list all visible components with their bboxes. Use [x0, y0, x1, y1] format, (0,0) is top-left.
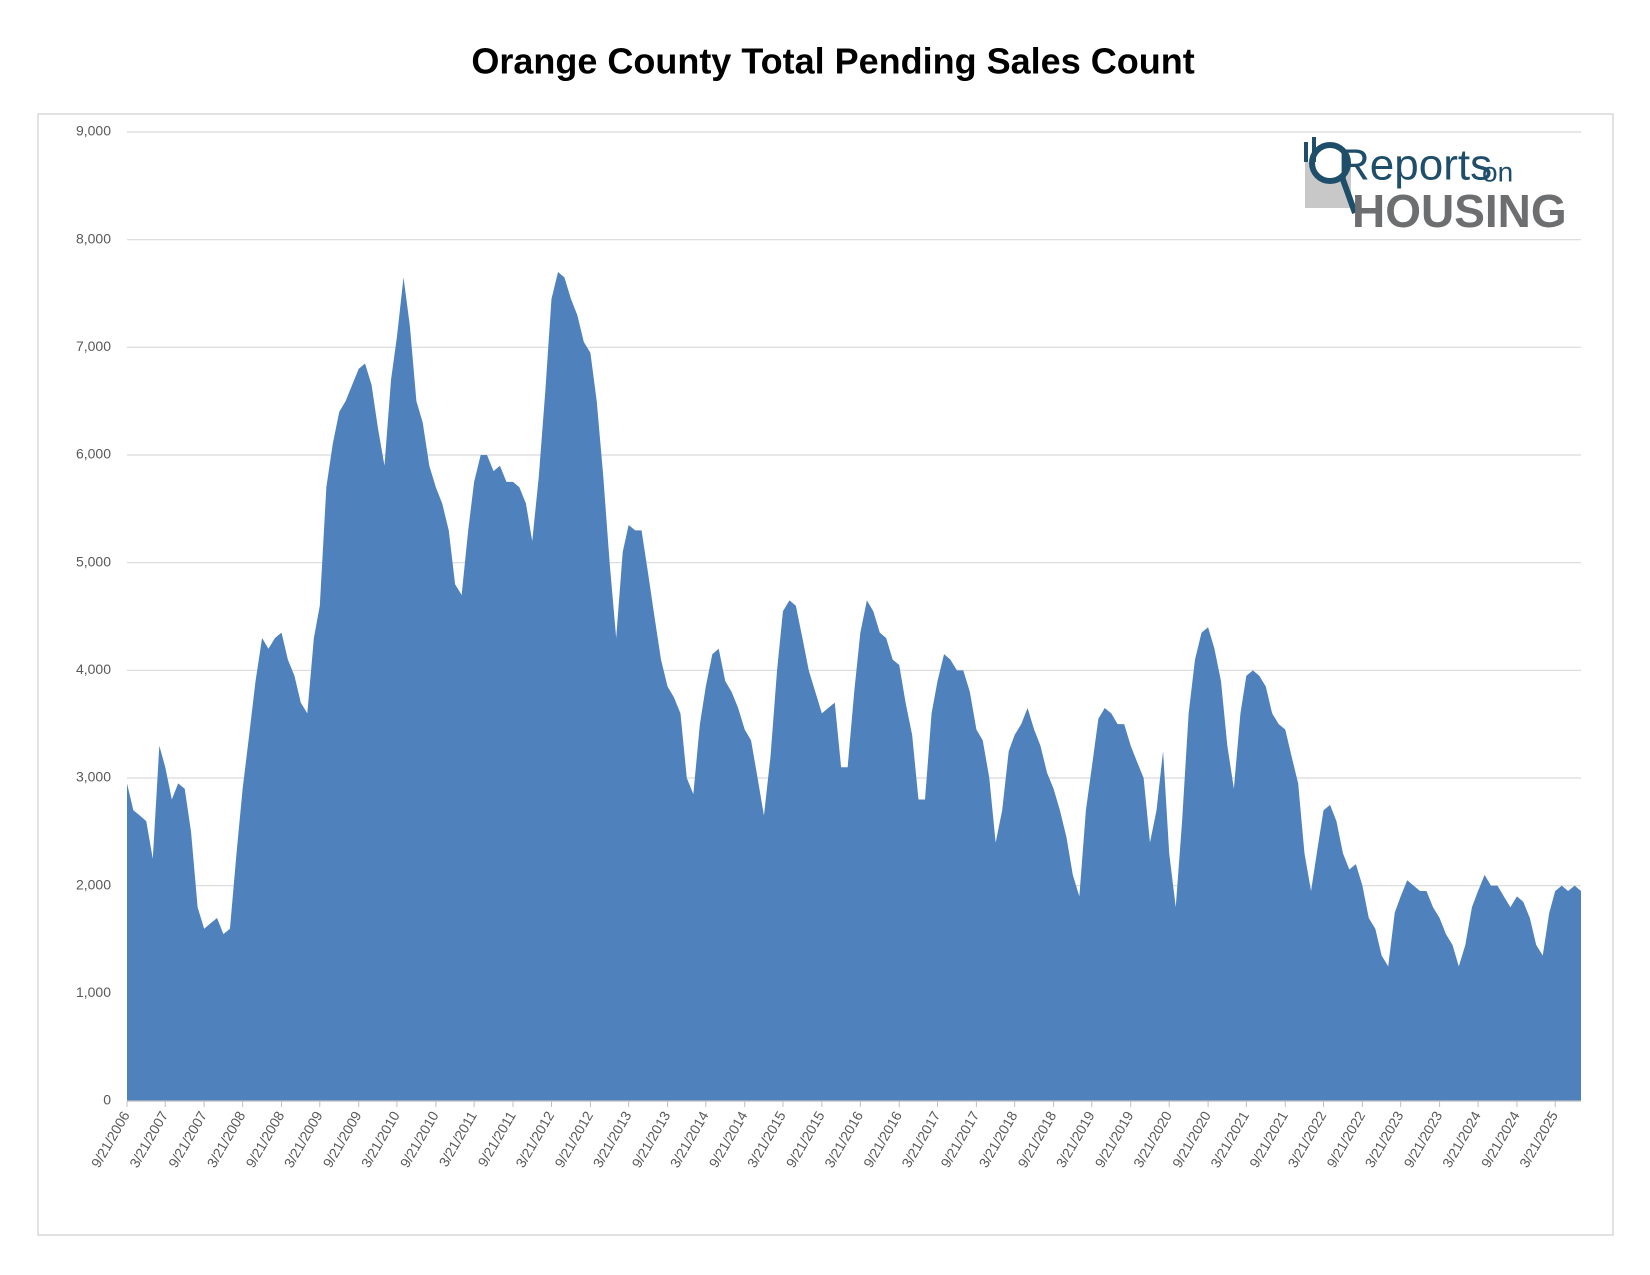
x-tick-label: 3/21/2008 — [203, 1108, 248, 1170]
logo-text: HOUSING — [1352, 185, 1567, 237]
x-tick-label: 3/21/2024 — [1439, 1108, 1484, 1170]
x-tick-label: 3/21/2013 — [589, 1108, 634, 1170]
logo-text: on — [1482, 156, 1513, 187]
x-tick-label: 3/21/2021 — [1207, 1108, 1252, 1170]
x-tick-label: 3/21/2012 — [512, 1108, 557, 1170]
logo-bar — [1312, 137, 1316, 162]
chart-frame — [37, 113, 1614, 1236]
y-tick-label: 4,000 — [76, 661, 111, 677]
y-tick-label: 9,000 — [76, 123, 111, 139]
logo-handle — [1339, 175, 1358, 215]
x-tick-label: 3/21/2017 — [898, 1108, 943, 1170]
x-tick-label: 3/21/2022 — [1284, 1108, 1329, 1170]
area — [127, 271, 1581, 1102]
x-tick-label: 3/21/2016 — [821, 1108, 866, 1170]
y-tick-label: 2,000 — [76, 876, 111, 892]
x-tick-label: 3/21/2015 — [744, 1108, 789, 1170]
y-tick-label: 7,000 — [76, 338, 111, 354]
x-tick-label: 3/21/2014 — [667, 1108, 712, 1170]
y-tick-label: 0 — [103, 1092, 111, 1108]
y-tick-label: 1,000 — [76, 984, 111, 1000]
logo-lens — [1309, 142, 1351, 184]
x-tick-label: 3/21/2010 — [358, 1108, 403, 1170]
y-tick-label: 8,000 — [76, 230, 111, 246]
x-tick-label: 3/21/2025 — [1516, 1108, 1561, 1170]
x-tick-label: 3/21/2023 — [1361, 1108, 1406, 1170]
y-tick-label: 5,000 — [76, 553, 111, 569]
x-tick-label: 3/21/2009 — [281, 1108, 326, 1170]
logo-text: Reports — [1338, 141, 1492, 190]
logo: Reports on HOUSING — [1304, 137, 1567, 237]
logo-bar — [1304, 142, 1308, 162]
chart-title: Orange County Total Pending Sales Count — [471, 41, 1194, 82]
x-tick-label: 3/21/2007 — [126, 1108, 171, 1170]
x-tick-label: 3/21/2020 — [1130, 1108, 1175, 1170]
x-tick-label: 9/21/2011 — [474, 1108, 519, 1169]
x-tick-label: 3/21/2019 — [1053, 1108, 1098, 1170]
y-tick-label: 6,000 — [76, 446, 111, 462]
y-tick-label: 3,000 — [76, 769, 111, 785]
x-tick-label: 3/21/2018 — [975, 1108, 1020, 1170]
x-tick-label: 3/21/2011 — [435, 1108, 480, 1169]
